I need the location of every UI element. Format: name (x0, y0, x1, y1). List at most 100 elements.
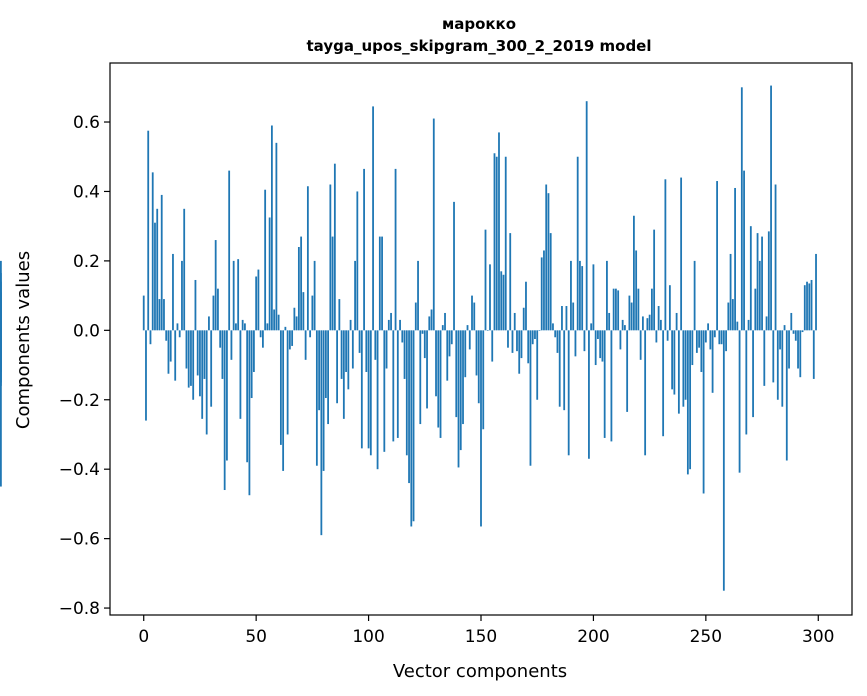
bar (628, 295, 631, 331)
bar (237, 259, 240, 331)
bar (441, 325, 444, 331)
bar (468, 330, 471, 350)
bar (374, 330, 377, 360)
bar (241, 319, 244, 331)
bar (401, 330, 404, 343)
bar (594, 330, 597, 366)
bar (516, 330, 518, 352)
x-tick-label: 0 (138, 627, 149, 647)
bar (754, 288, 757, 331)
bar (722, 330, 725, 591)
bar (228, 170, 231, 331)
bar (459, 330, 462, 451)
bar (718, 330, 721, 345)
bar (354, 260, 356, 331)
bar (815, 253, 817, 331)
bar (770, 85, 772, 331)
bar (493, 153, 496, 331)
y-tick-label: −0.2 (59, 391, 100, 411)
bar (194, 279, 197, 331)
bar (235, 323, 237, 331)
bar (725, 330, 727, 352)
x-tick-label: 300 (802, 627, 834, 647)
bar (169, 330, 172, 362)
bar (740, 87, 743, 331)
bar (556, 330, 559, 353)
bar (529, 330, 532, 466)
bar (403, 330, 406, 379)
bar (664, 179, 667, 331)
bar (268, 217, 271, 331)
bar (437, 330, 440, 428)
bar (713, 330, 716, 338)
bar (608, 312, 611, 331)
x-tick-label: 150 (465, 627, 497, 647)
bar (196, 330, 199, 376)
bar (273, 309, 276, 331)
y-tick-label: 0.4 (73, 182, 100, 202)
bar (405, 330, 408, 456)
bar (239, 330, 242, 419)
bar (333, 163, 336, 331)
bar (183, 208, 186, 331)
bar (806, 281, 808, 331)
bar (369, 330, 372, 456)
bar (455, 330, 458, 418)
bar (702, 330, 705, 494)
bar (583, 330, 586, 352)
bar (226, 330, 228, 461)
bar (410, 330, 413, 527)
bar (342, 330, 345, 419)
bar (306, 186, 309, 331)
bar (448, 330, 451, 357)
bar (408, 330, 410, 484)
bar (372, 106, 374, 331)
bar (500, 271, 503, 331)
bar (270, 125, 273, 331)
bar (360, 330, 363, 449)
bar (612, 288, 615, 331)
bar (423, 330, 426, 359)
chart-title: марокко (442, 15, 516, 33)
bar (756, 233, 759, 331)
bar (419, 330, 422, 425)
bar (646, 318, 649, 331)
bar (275, 142, 278, 331)
bar (711, 330, 714, 393)
bar (450, 330, 453, 345)
bar (246, 330, 249, 463)
bar (147, 130, 150, 331)
bar (574, 330, 577, 357)
bar (588, 330, 590, 459)
bar (464, 330, 467, 378)
bar (734, 187, 736, 331)
bar (484, 229, 487, 331)
bar (491, 330, 494, 362)
bar (473, 302, 476, 331)
bar (279, 330, 282, 445)
bar (810, 279, 813, 331)
bar (738, 330, 741, 473)
bar (356, 191, 359, 331)
bar (444, 312, 446, 331)
bar (704, 330, 707, 343)
bar (264, 189, 267, 331)
y-axis-label: Components values (13, 251, 34, 429)
bar (324, 330, 327, 399)
bar (338, 299, 341, 331)
bar (653, 229, 656, 331)
bar (378, 236, 381, 331)
bar (680, 177, 683, 331)
bar (309, 330, 312, 338)
bar (480, 330, 482, 527)
bar (163, 299, 165, 331)
bar (358, 330, 361, 353)
bar (435, 330, 437, 397)
bar (142, 295, 145, 331)
bar (466, 325, 469, 331)
bar (558, 330, 561, 407)
bar (790, 312, 793, 331)
bar (363, 168, 365, 331)
bar (495, 156, 498, 331)
bar (590, 323, 593, 331)
